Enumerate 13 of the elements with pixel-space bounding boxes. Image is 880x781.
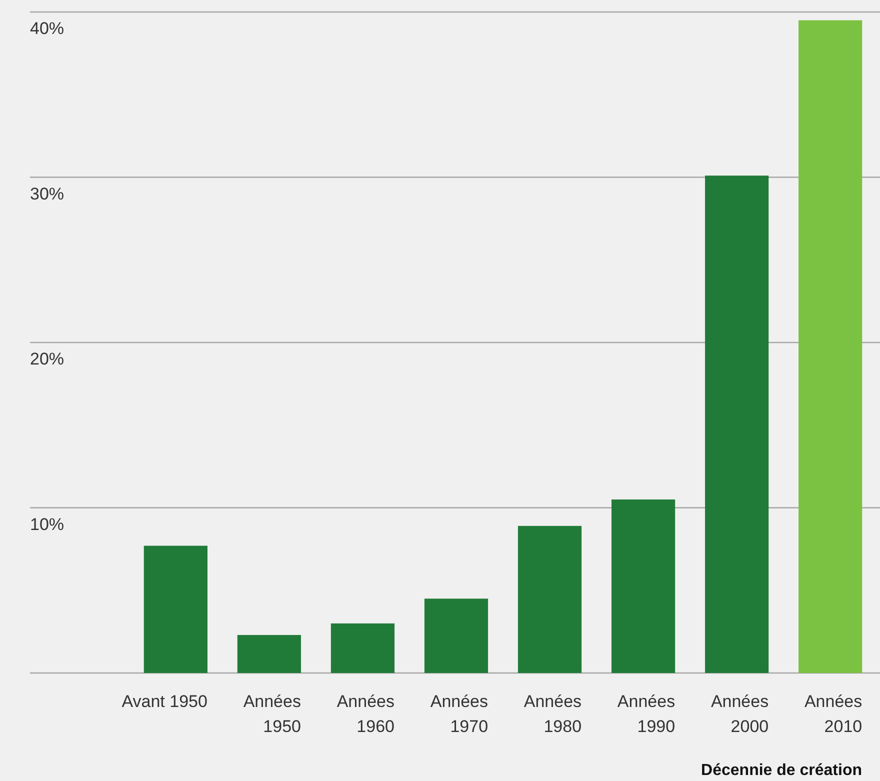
y-tick-label: 10% [30, 514, 64, 534]
x-tick-label: Années 2000 [710, 692, 769, 736]
x-tick-label: Années 1950 [243, 692, 301, 736]
x-tick-label: Avant 1950 [122, 692, 208, 711]
x-tick-label: Années 1990 [617, 692, 676, 736]
x-tick-label: Années 2010 [804, 692, 862, 736]
x-tick-label: Années 1980 [524, 692, 582, 736]
x-tick-label: Années 1960 [336, 692, 395, 736]
x-tick-label: Années 1970 [430, 692, 488, 736]
x-axis-title: Décennie de création [701, 762, 862, 779]
y-tick-label: 20% [30, 350, 64, 368]
y-tick-label: 40% [30, 19, 64, 38]
y-tick-label: 30% [30, 184, 64, 204]
